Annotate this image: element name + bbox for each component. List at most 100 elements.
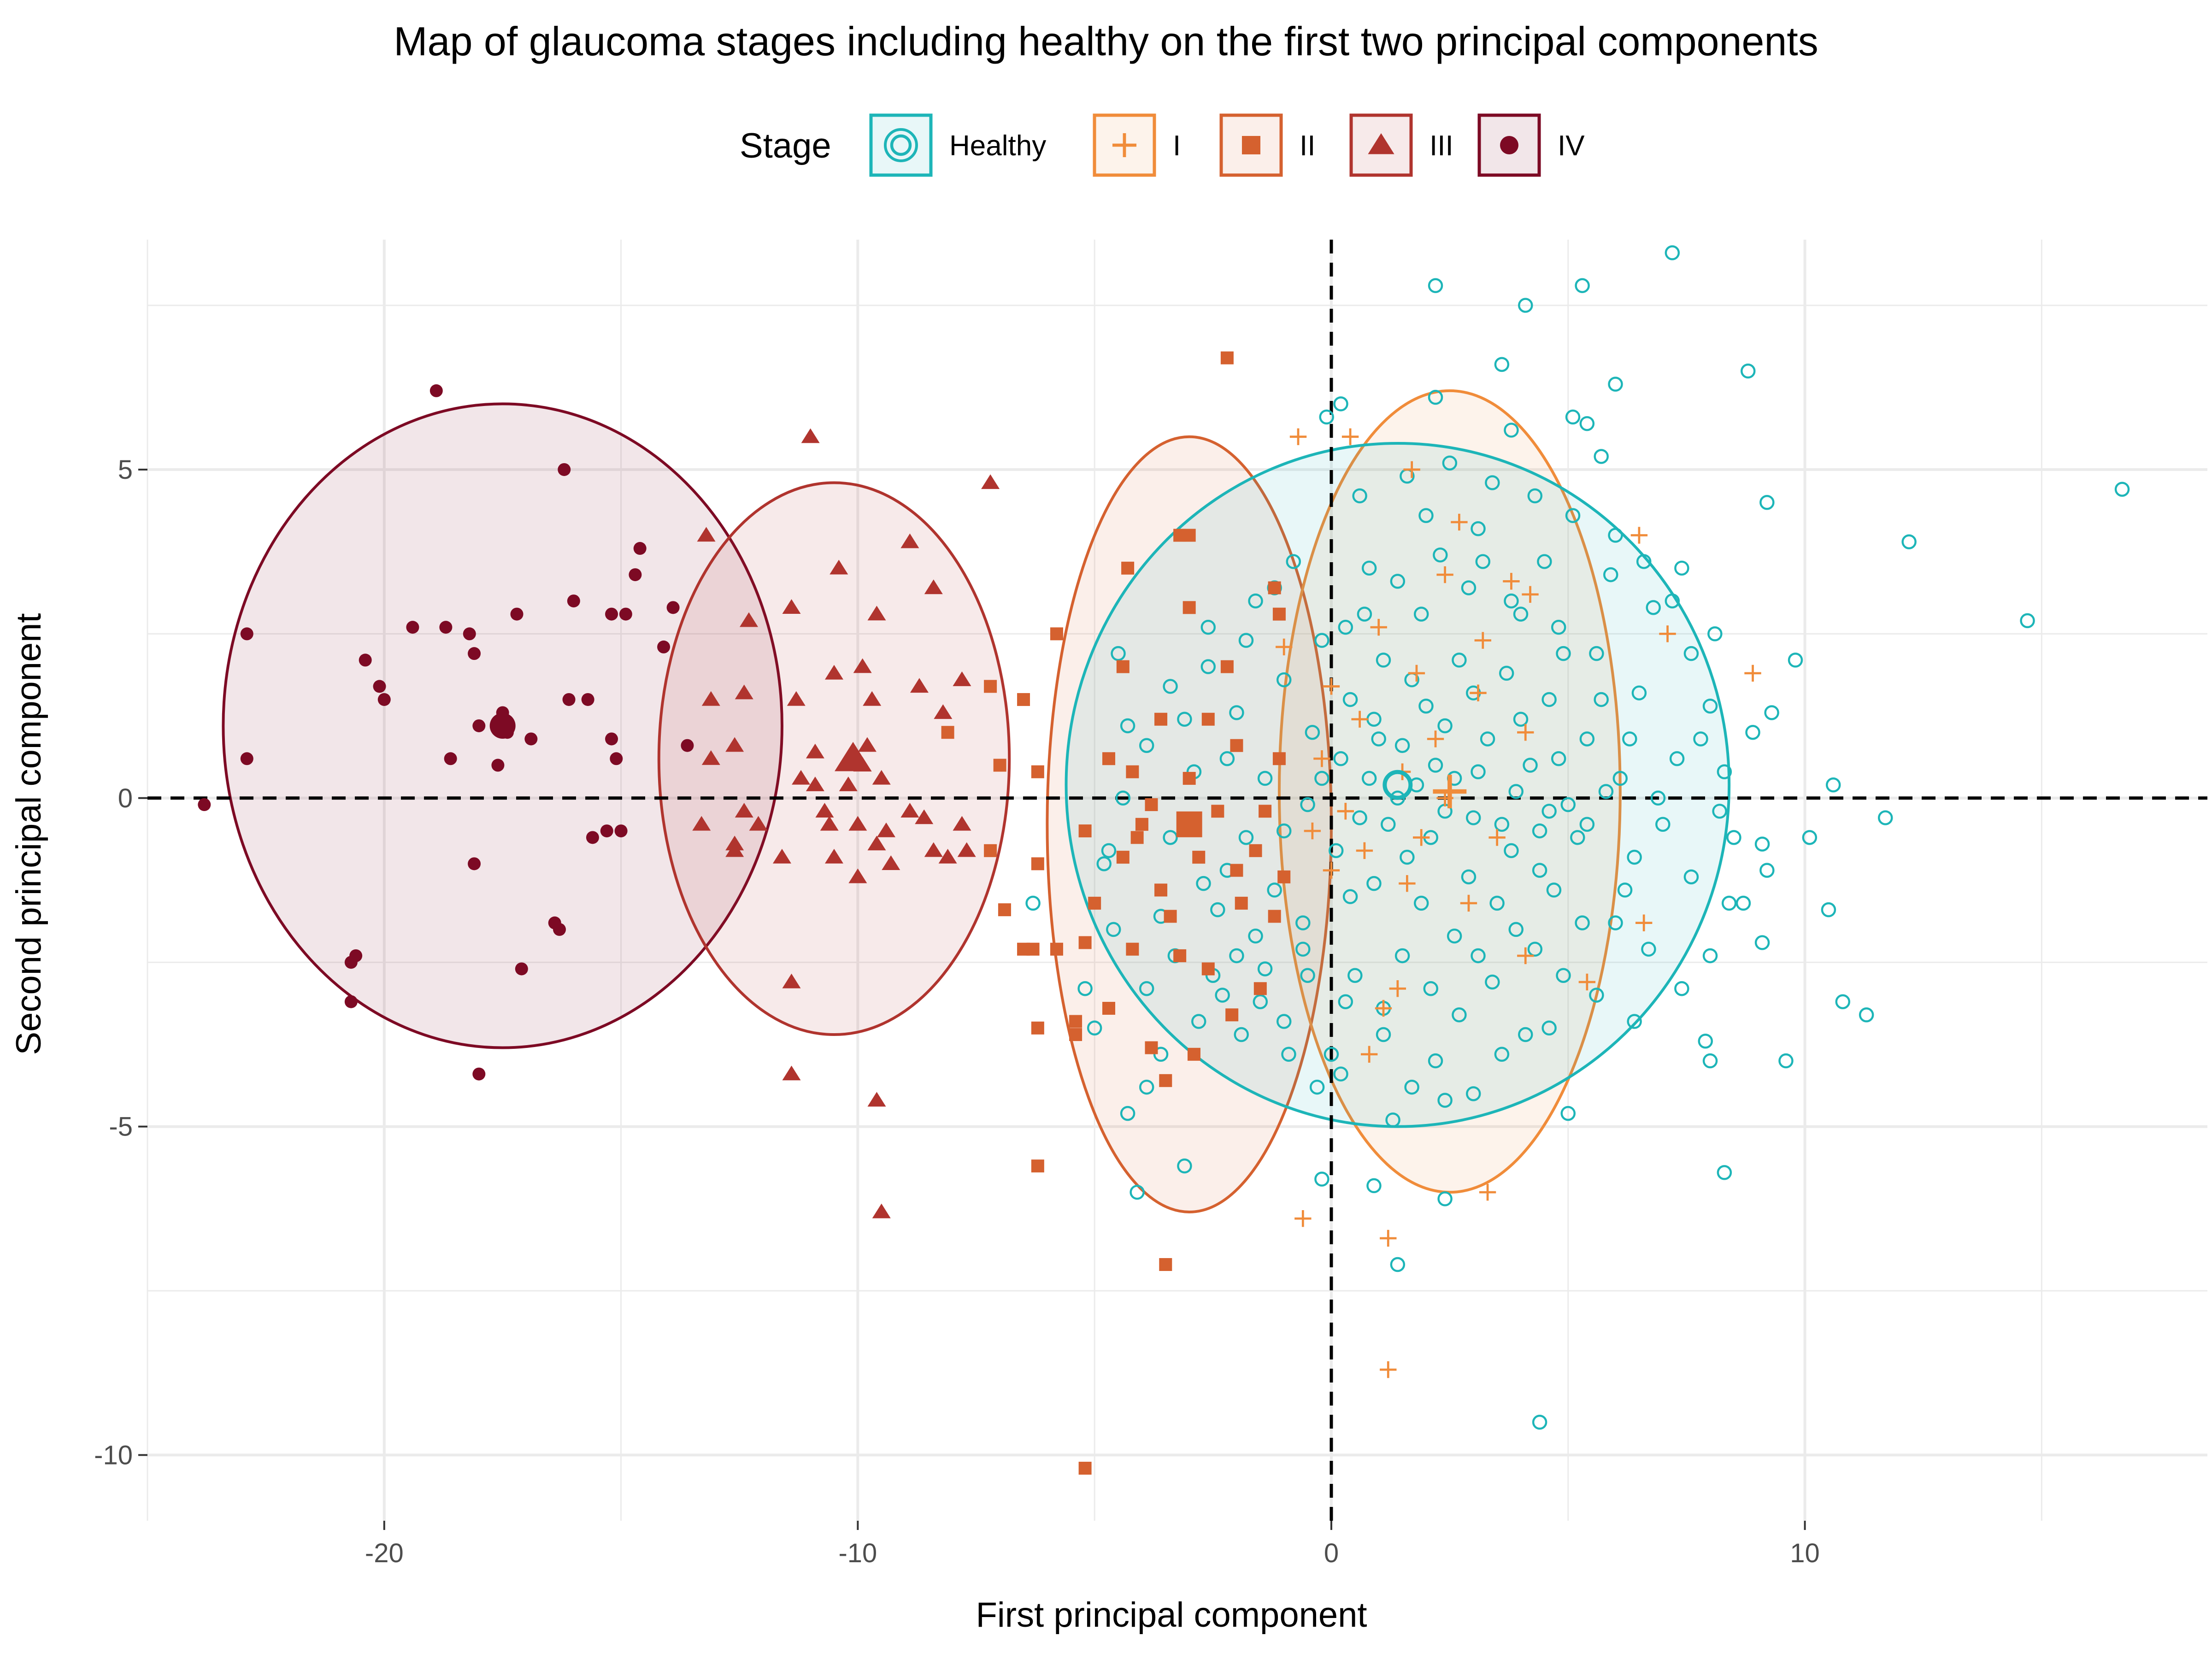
point-healthy [1219,751,1235,766]
point-iv [586,831,599,844]
point-iii [735,684,753,700]
point-iv [373,680,386,693]
point-healthy [1589,988,1604,1003]
point-healthy [1707,626,1723,641]
point-ii [1201,712,1215,726]
point-healthy [1191,1014,1206,1029]
point-healthy [1101,843,1117,859]
point-healthy [1627,849,1642,865]
point-healthy [1381,817,1396,832]
point-i [1427,730,1444,747]
point-ii [1154,883,1168,897]
point-healthy [1352,810,1367,825]
point-healthy [1669,751,1685,766]
point-healthy [2114,482,2130,497]
point-healthy [1698,1034,1713,1049]
point-healthy [1276,1014,1292,1029]
point-ii [1272,607,1286,621]
point-healthy [1447,928,1462,944]
point-i [1304,822,1321,840]
point-i [1313,750,1330,767]
point-healthy [1295,915,1311,930]
point-healthy [1229,948,1244,964]
point-ii [984,844,997,857]
x-tick-label: 10 [1790,1538,1820,1568]
point-iii [782,973,801,988]
point-i [1470,684,1487,701]
point-healthy [1376,653,1391,668]
point-iii [701,691,720,706]
point-i [1413,829,1430,846]
point-healthy [1717,764,1732,780]
point-healthy [1130,1184,1145,1200]
point-ii [1201,962,1215,976]
point-iii [725,737,744,752]
point-healthy [1115,790,1131,806]
point-ii [984,680,997,693]
point-ii [1116,851,1130,864]
legend-swatch [869,113,933,177]
point-i [1517,947,1534,965]
point-healthy [1238,830,1254,845]
point-iv [666,601,680,614]
point-i [1294,1210,1312,1227]
point-healthy [1437,718,1453,734]
point-ii [1017,693,1030,706]
point-ii [1135,818,1148,831]
point-iii [740,612,759,627]
centroid-healthy [1382,770,1413,800]
point-healthy [1361,771,1377,786]
point-iv [605,732,618,746]
point-healthy [1200,619,1216,635]
point-iii [938,848,957,864]
point-ii [1069,1015,1082,1028]
point-healthy [1111,646,1126,661]
point-healthy [1560,797,1576,812]
point-healthy [1096,856,1112,871]
point-healthy [1560,1106,1576,1121]
point-healthy [1494,817,1510,832]
point-healthy [1338,994,1353,1009]
point-iv [406,621,419,634]
point-healthy [1575,278,1590,294]
legend-label: IV [1558,130,1585,162]
point-healthy [1466,810,1481,825]
point-ii [1121,561,1135,575]
point-healthy [1821,902,1836,918]
point-iii [692,816,711,831]
point-iii [806,743,824,759]
point-iii [749,816,768,831]
point-iv [472,1067,486,1081]
point-i [1375,1000,1392,1017]
point-healthy [1305,724,1320,740]
point-healthy [1400,849,1415,865]
point-healthy [1650,790,1666,806]
axis-ticks: -20 -10 0 10 -10 -5 0 5 [94,455,1820,1568]
point-healthy [1532,1414,1547,1430]
point-i [1289,428,1307,445]
point-healthy [1257,771,1273,786]
y-axis-title: Second principal component [9,613,48,1055]
point-ii [1102,752,1115,765]
point-iv [344,995,358,1008]
point-iv [681,739,694,752]
point-iv [240,627,253,641]
point-healthy [1494,1047,1510,1062]
point-healthy [1281,1047,1296,1062]
point-healthy [1309,1079,1325,1095]
point-healthy [1556,646,1571,661]
point-ii [1277,870,1291,883]
point-healthy [1513,606,1529,622]
point-healthy [1177,712,1192,727]
point-iii [725,842,744,857]
point-healthy [1556,968,1571,983]
point-iii [824,848,844,864]
point-ii [941,726,954,739]
legend-item-i: I [1093,113,1181,177]
point-healthy [1229,705,1244,720]
point-iv [558,463,571,476]
point-healthy [1120,718,1135,734]
point-i [1323,862,1340,879]
point-ii [1126,942,1139,956]
